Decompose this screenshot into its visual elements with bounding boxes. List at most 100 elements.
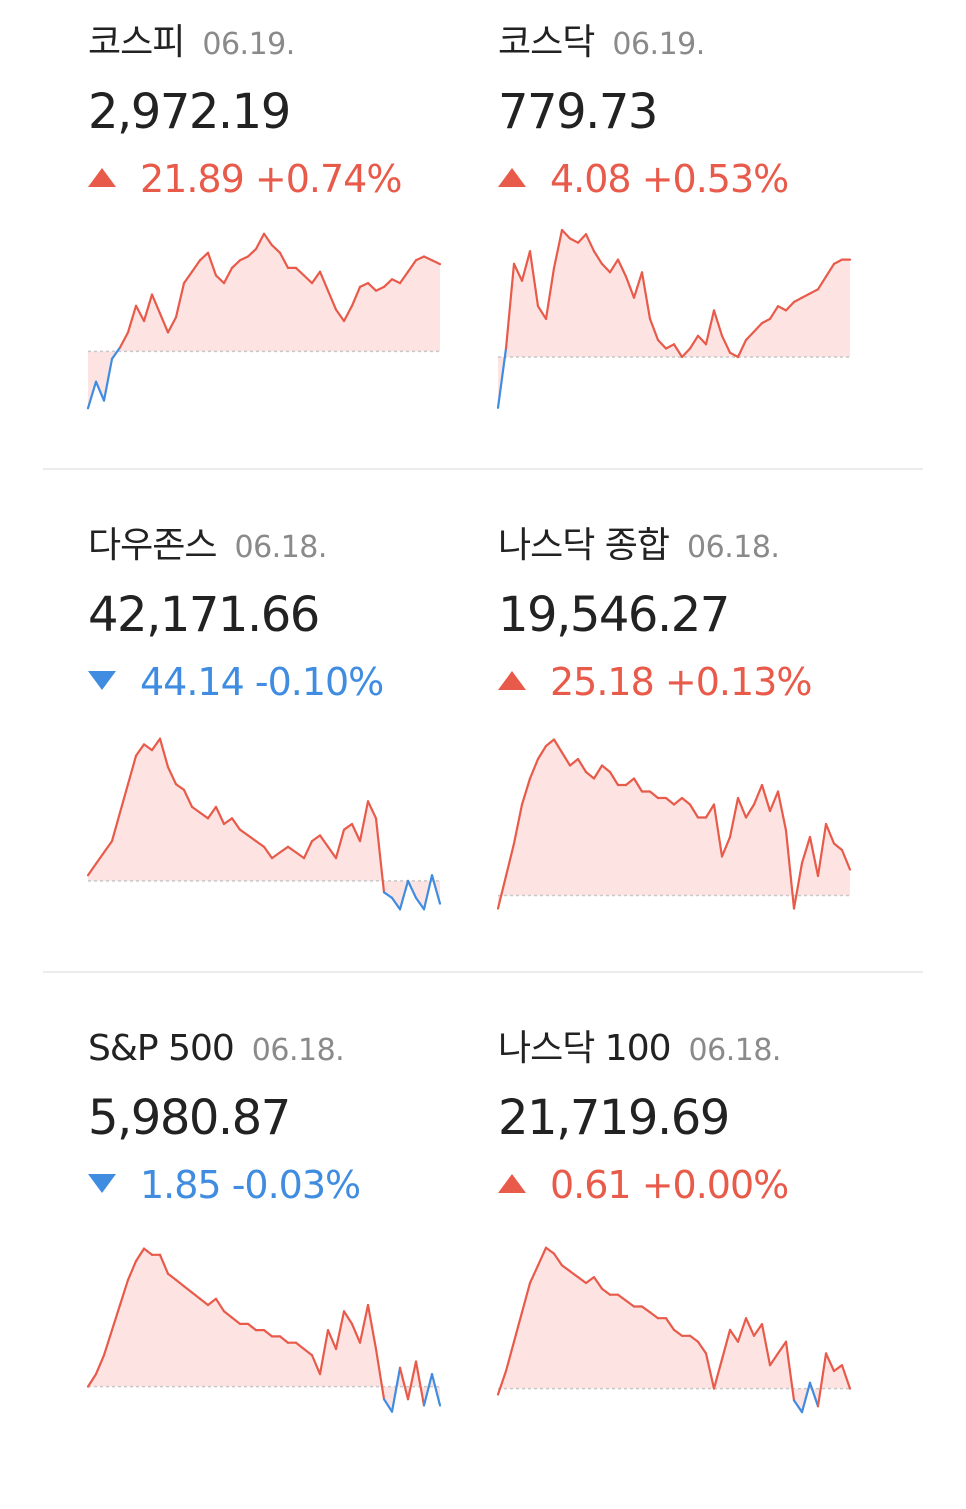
chart-line-segment xyxy=(624,275,636,299)
chart-line-segment xyxy=(398,879,410,911)
chart-line-segment xyxy=(824,1352,836,1373)
index-card-kospi[interactable]: 코스피 06.19. 2,972.19 21.89 +0.74% xyxy=(86,0,508,470)
chart-line-segment xyxy=(600,764,612,774)
chart-line-segment xyxy=(672,796,684,806)
chart-line-segment xyxy=(334,308,346,323)
chart-line-segment xyxy=(190,259,202,273)
chart-line-segment xyxy=(752,1322,764,1337)
index-name: 코스피 xyxy=(88,22,185,63)
chart-line-segment xyxy=(528,250,540,308)
chart-line-segment xyxy=(648,317,660,342)
chart-line-segment xyxy=(616,258,628,278)
chart-line-segment xyxy=(552,228,564,270)
down-arrow-icon xyxy=(88,1174,116,1193)
index-card-sp500[interactable]: S&P 500 06.18. 5,980.87 1.85 -0.03% xyxy=(86,1006,508,1476)
chart-line-segment xyxy=(430,874,442,905)
chart-line-segment xyxy=(576,1275,588,1285)
chart-line-segment xyxy=(584,770,596,780)
chart-line-segment xyxy=(792,296,804,304)
chart-line-segment xyxy=(560,1264,572,1273)
chart-line-segment xyxy=(672,343,684,359)
chart-line-segment xyxy=(134,304,146,323)
index-change-value: 1.85 -0.03% xyxy=(140,1163,361,1207)
chart-line-segment xyxy=(166,765,178,786)
chart-line-segment xyxy=(832,258,844,266)
chart-line-segment xyxy=(560,751,572,767)
index-card-dow-jones[interactable]: 다우존스 06.18. 42,171.66 44.14 -0.10% xyxy=(86,503,508,973)
chart-line-segment xyxy=(664,1317,676,1332)
index-header: S&P 500 06.18. xyxy=(88,1026,345,1078)
chart-line-segment xyxy=(310,834,322,843)
market-row-3: S&P 500 06.18. 5,980.87 1.85 -0.03% 나스닥 1… xyxy=(0,1006,966,1509)
chart-line-segment xyxy=(744,330,756,342)
chart-line-segment xyxy=(584,233,596,253)
chart-line-segment xyxy=(86,380,98,410)
chart-line-segment xyxy=(688,803,700,819)
chart-line-segment xyxy=(270,851,282,860)
chart-line-segment xyxy=(712,309,724,337)
chart-line-segment xyxy=(504,262,516,350)
chart-line-segment xyxy=(174,1278,186,1288)
chart-line-segment xyxy=(512,1311,524,1343)
chart-line-segment xyxy=(536,744,548,761)
chart-line-segment xyxy=(528,757,540,780)
chart-line-segment xyxy=(230,259,242,270)
chart-line-segment xyxy=(366,1303,378,1351)
index-header: 코스닥 06.19. xyxy=(498,20,705,72)
chart-line-segment xyxy=(712,803,724,858)
chart-line-segment xyxy=(126,754,138,786)
chart-line-segment xyxy=(358,1303,370,1344)
chart-line-segment xyxy=(294,266,306,277)
chart-line-segment xyxy=(294,851,306,860)
chart-line-segment xyxy=(430,1373,442,1407)
index-card-kosdaq[interactable]: 코스닥 06.19. 779.73 4.08 +0.53% xyxy=(496,0,918,470)
chart-line-segment xyxy=(318,1328,330,1376)
chart-line-segment xyxy=(126,1260,138,1282)
chart-line-segment xyxy=(422,255,434,262)
chart-line-segment xyxy=(406,1360,418,1401)
index-name: 나스닥 종합 xyxy=(498,525,670,566)
chart-line-segment xyxy=(374,817,386,894)
chart-line-segment xyxy=(840,1364,852,1390)
chart-line-segment xyxy=(704,1352,716,1390)
chart-line-segment xyxy=(752,783,764,806)
down-arrow-icon xyxy=(88,671,116,690)
chart-area-fill xyxy=(498,1247,850,1413)
chart-line-segment xyxy=(712,1358,724,1390)
chart-line-segment xyxy=(784,300,796,312)
index-header: 나스닥 종합 06.18. xyxy=(498,523,780,575)
chart-line-segment xyxy=(430,259,442,266)
chart-line-segment xyxy=(382,1398,394,1413)
chart-line-segment xyxy=(326,845,338,860)
chart-line-segment xyxy=(238,255,250,262)
chart-line-segment xyxy=(118,1278,130,1307)
chart-line-segment xyxy=(406,879,418,899)
chart-line-segment xyxy=(286,845,298,854)
chart-line-segment xyxy=(608,770,620,787)
chart-line-segment xyxy=(174,783,186,792)
chart-line-segment xyxy=(768,305,780,321)
chart-line-segment xyxy=(568,757,580,767)
chart-line-segment xyxy=(182,270,194,285)
index-change: 21.89 +0.74% xyxy=(88,156,402,202)
chart-line-segment xyxy=(608,258,620,274)
chart-line-segment xyxy=(672,1328,684,1337)
index-change-value: 4.08 +0.53% xyxy=(550,157,789,201)
chart-line-segment xyxy=(302,274,314,285)
chart-line-segment xyxy=(166,316,178,334)
chart-line-segment xyxy=(142,1247,154,1256)
chart-line-segment xyxy=(182,788,194,809)
intraday-chart xyxy=(496,228,852,409)
chart-line-segment xyxy=(94,851,106,865)
chart-line-segment xyxy=(142,293,154,323)
chart-line-segment xyxy=(406,259,418,273)
index-card-nasdaq-100[interactable]: 나스닥 100 06.18. 21,719.69 0.61 +0.00% xyxy=(496,1006,918,1476)
chart-line-segment xyxy=(190,805,202,814)
index-card-nasdaq-composite[interactable]: 나스닥 종합 06.18. 19,546.27 25.18 +0.13% xyxy=(496,503,918,973)
chart-line-segment xyxy=(680,347,692,359)
index-change: 44.14 -0.10% xyxy=(88,659,384,705)
chart-line-segment xyxy=(198,811,210,820)
chart-line-segment xyxy=(214,274,226,285)
chart-line-segment xyxy=(704,803,716,819)
chart-line-segment xyxy=(656,338,668,350)
